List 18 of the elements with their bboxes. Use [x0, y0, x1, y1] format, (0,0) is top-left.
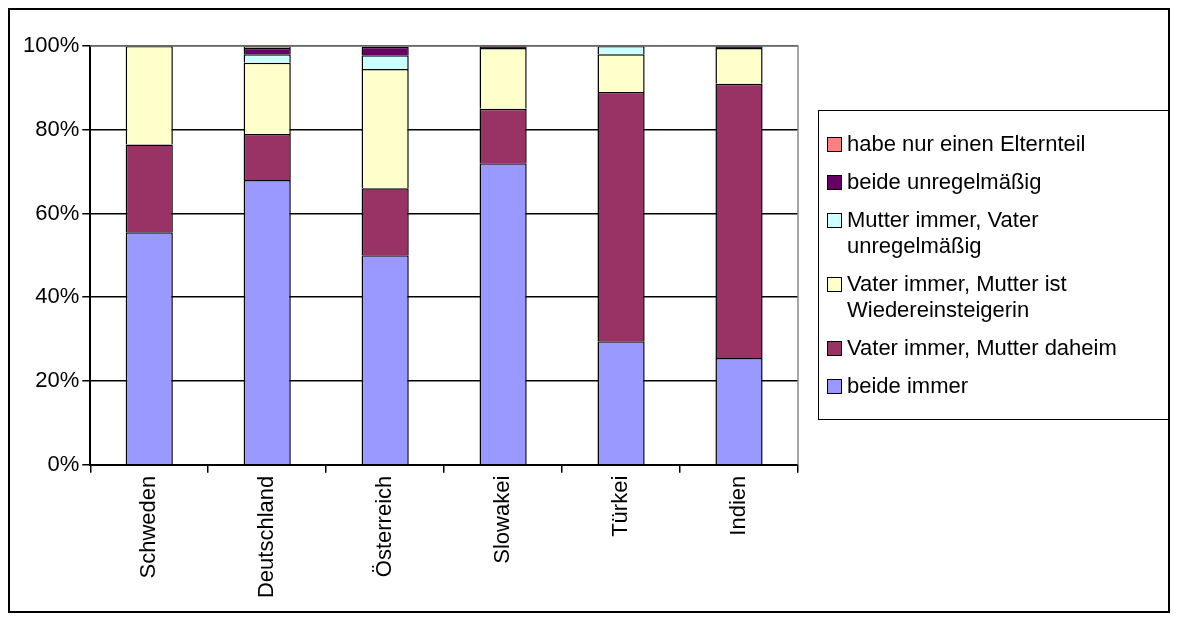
legend-label: beide unregelmäßig: [847, 169, 1042, 195]
legend-label: Vater immer, Mutter daheim: [847, 335, 1117, 361]
x-tick-label: Slowakei: [489, 475, 515, 564]
x-tick-label: Deutschland: [253, 475, 279, 599]
legend-label: Vater immer, Mutter ist Wiedereinsteigerin: [847, 271, 1068, 323]
legend-label: beide immer: [847, 373, 969, 399]
x-tick-label: Österreich: [371, 475, 397, 578]
y-tick-label: 20%: [35, 367, 80, 393]
y-tick-label: 100%: [22, 32, 80, 58]
y-tick-label: 80%: [35, 115, 80, 141]
y-tick-label: 40%: [35, 283, 80, 309]
legend-label: Mutter immer, Vater unregelmäßig: [847, 207, 1040, 259]
legend-label: habe nur einen Elternteil: [847, 131, 1086, 157]
y-tick-label: 60%: [35, 199, 80, 225]
x-tick-label: Indien: [725, 475, 751, 536]
y-tick-label: 0%: [47, 450, 80, 476]
x-tick-label: Türkei: [607, 475, 633, 537]
x-tick-label: Schweden: [135, 475, 161, 579]
